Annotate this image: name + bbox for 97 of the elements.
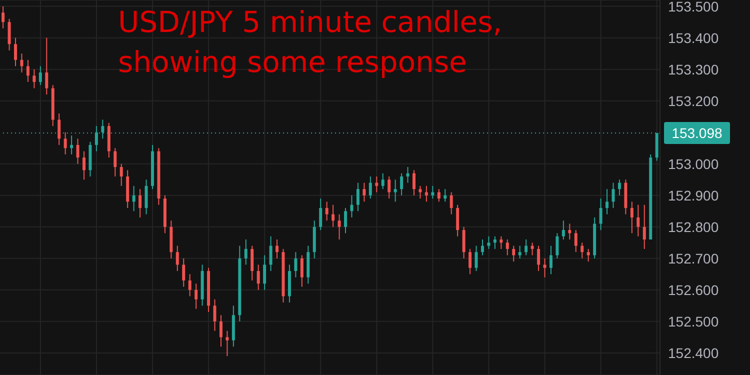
- candlestick: [2, 6, 5, 29]
- candlestick: [606, 188, 609, 215]
- candlestick: [82, 150, 86, 180]
- candlestick: [424, 185, 428, 202]
- candlestick: [381, 172, 384, 190]
- candlestick: [269, 236, 272, 272]
- y-tick-label: 152.900: [668, 187, 719, 204]
- candlestick: [568, 223, 572, 240]
- candlestick: [176, 245, 179, 272]
- candlestick: [182, 258, 186, 288]
- candlestick: [8, 18, 11, 51]
- candlestick: [26, 59, 30, 82]
- candlestick: [394, 179, 397, 202]
- candlestick: [45, 37, 48, 96]
- candlestick: [599, 198, 602, 231]
- candlestick: [132, 185, 136, 212]
- y-tick-label: 152.600: [668, 282, 719, 298]
- ref-line-label: 153.098: [672, 124, 723, 141]
- candlestick: [250, 245, 254, 281]
- y-tick-label: 152.800: [668, 218, 719, 235]
- candlestick: [38, 66, 42, 86]
- candlestick: [412, 170, 416, 196]
- candlestick: [487, 236, 490, 250]
- candlestick: [362, 182, 366, 202]
- candlestick: [506, 238, 509, 256]
- candlestick: [300, 254, 304, 288]
- candlestick: [319, 198, 322, 231]
- candlestick: [493, 236, 496, 250]
- candlestick: [188, 274, 192, 297]
- candlestick: [375, 176, 378, 193]
- candlestick: [524, 238, 528, 256]
- candlestick: [630, 201, 634, 234]
- candlestick: [276, 238, 279, 259]
- candlestick: [244, 238, 248, 266]
- candlestick: [213, 298, 216, 332]
- candlestick: [480, 238, 484, 256]
- candlestick: [114, 148, 117, 177]
- y-tick-label: 153.000: [668, 156, 719, 172]
- candlestick: [194, 283, 198, 310]
- candlestick: [263, 254, 266, 290]
- y-tick-label: 152.400: [668, 344, 719, 361]
- candlestick: [32, 68, 36, 89]
- candlestick: [518, 245, 522, 259]
- candlestick: [294, 252, 298, 278]
- candlestick: [618, 179, 621, 196]
- candlestick: [400, 172, 404, 196]
- candlestick: [456, 204, 460, 237]
- candlestick: [356, 182, 360, 212]
- candlestick: [14, 37, 18, 67]
- candlestick: [437, 188, 440, 202]
- candlestick: [444, 188, 447, 202]
- candlestick: [586, 248, 590, 262]
- candlestick: [368, 176, 372, 200]
- candlestick: [556, 232, 559, 259]
- candlestick: [462, 226, 466, 259]
- text: USD/JPY 5 minute candles, showing some response: [118, 4, 503, 81]
- candlestick: [64, 132, 67, 155]
- candlestick: [537, 245, 540, 272]
- candlestick: [388, 176, 391, 200]
- candlestick: [58, 112, 61, 146]
- candlestick: [512, 245, 516, 262]
- candlestick: [562, 220, 565, 240]
- candlestick: [543, 258, 546, 278]
- candlestick: [219, 314, 222, 348]
- candlestick: [338, 214, 341, 240]
- candlestick: [418, 185, 422, 200]
- candlestick: [350, 194, 354, 218]
- candlestick: [474, 245, 478, 272]
- candlestick: [325, 201, 328, 222]
- candlestick: [574, 230, 578, 253]
- candlestick: [344, 207, 348, 234]
- candlestick: [20, 53, 24, 73]
- candlestick: [138, 188, 142, 218]
- y-tick-label: 153.300: [668, 61, 719, 78]
- candlestick: [332, 204, 335, 228]
- y-tick-label: 153.500: [668, 0, 719, 14]
- candlestick: [76, 138, 80, 164]
- candlestick: [256, 264, 260, 290]
- candlestick: [450, 192, 453, 215]
- candlestick: [580, 242, 584, 259]
- candlestick: [636, 204, 640, 237]
- y-tick-label: 153.400: [668, 30, 719, 46]
- candlestick: [226, 330, 229, 357]
- candlestick: [642, 204, 646, 250]
- candlestick: [468, 248, 472, 275]
- candlestick: [120, 163, 123, 186]
- candlestick: [406, 166, 410, 184]
- candlestick: [431, 185, 434, 200]
- candlestick: [530, 242, 534, 256]
- y-tick-label: 153.200: [668, 92, 719, 109]
- candlestick: [500, 236, 503, 250]
- candlestick: [612, 182, 615, 208]
- candlestick: [144, 179, 148, 215]
- y-tick-label: 152.500: [668, 313, 719, 330]
- candlestick: [70, 135, 74, 155]
- candlestick: [549, 245, 552, 275]
- y-tick-label: 152.700: [668, 250, 719, 266]
